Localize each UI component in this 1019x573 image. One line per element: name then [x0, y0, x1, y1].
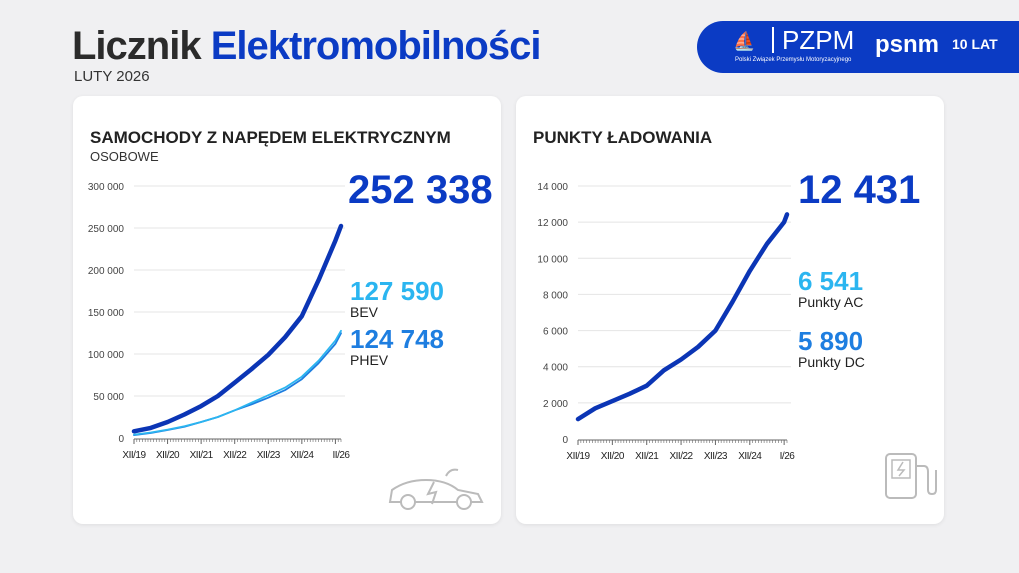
total-value: 12 431 [798, 168, 921, 212]
pzpm-emblem-icon: ⛵ [733, 31, 756, 51]
page-title: Licznik Elektromobilności [72, 24, 542, 69]
y-tick-label: 4 000 [543, 363, 568, 374]
x-tick-label: XII/23 [257, 450, 281, 461]
x-tick-label: XII/19 [122, 450, 146, 461]
y-tick-label: 250 000 [88, 224, 125, 235]
y-tick-label: 150 000 [88, 308, 125, 319]
bev-label: BEV [350, 304, 379, 320]
y-tick-label: 100 000 [88, 350, 125, 361]
y-tick-label: 50 000 [93, 392, 124, 403]
date-label: LUTY 2026 [74, 68, 150, 85]
dc-value: 5 890 [798, 326, 864, 356]
y-tick-label: 8 000 [543, 290, 568, 301]
title-highlight: Elektromobilności [210, 24, 542, 68]
charging-chart: 0 2 000 4 000 6 000 8 000 10 000 12 000 14 000 X… [537, 182, 796, 462]
y-tick-label: 12 000 [537, 218, 568, 229]
x-tick-label: XII/24 [738, 451, 762, 462]
ev-chart: 0 50 000 100 000 150 000 200 000 250 000 300 0… [88, 182, 351, 461]
psnm-logo: psnm [875, 31, 940, 58]
ac-label: Punkty AC [798, 294, 864, 310]
card-title: PUNKTY ŁADOWANIA [533, 128, 713, 147]
x-tick-label: I/26 [780, 451, 796, 462]
electric-car-icon [388, 468, 484, 510]
phev-label: PHEV [350, 352, 389, 368]
series-line-total [131, 223, 344, 434]
phev-value: 124 748 [350, 324, 444, 354]
logo-banner: ⛵ PZPM Polski Związek Przemysłu Motoryza… [697, 21, 1019, 73]
x-tick-label: XII/24 [290, 450, 314, 461]
x-tick-label: XII/20 [601, 451, 625, 462]
x-tick-label: XII/22 [669, 451, 693, 462]
title-part: Licznik [72, 24, 202, 68]
bev-value: 127 590 [350, 276, 444, 306]
anniversary-logo: 10 LAT [952, 36, 998, 52]
series-line-phev [133, 332, 342, 436]
y-tick-label: 10 000 [537, 254, 568, 265]
x-tick-label: II/26 [333, 450, 351, 461]
pzpm-subtitle: Polski Związek Przemysłu Motoryzacyjnego [735, 57, 852, 63]
x-tick-label: XII/21 [635, 451, 659, 462]
x-tick-label: XII/22 [223, 450, 247, 461]
card-title: SAMOCHODY Z NAPĘDEM ELEKTRYCZNYM [90, 128, 451, 147]
y-tick-label: 0 [562, 435, 568, 446]
y-tick-label: 2 000 [543, 399, 568, 410]
y-tick-label: 300 000 [88, 182, 125, 193]
card-subtitle: OSOBOWE [90, 149, 159, 164]
total-value: 252 338 [348, 168, 493, 212]
pzpm-logo: PZPM [772, 27, 854, 53]
charging-card: PUNKTY ŁADOWANIA 0 2 000 4 000 6 000 8 000 10… [516, 96, 944, 524]
y-tick-label: 0 [118, 434, 124, 445]
x-tick-label: XII/19 [566, 451, 590, 462]
series-line-bev [133, 329, 342, 436]
ac-value: 6 541 [798, 266, 864, 296]
series-line-total [575, 212, 790, 422]
ev-card: SAMOCHODY Z NAPĘDEM ELEKTRYCZNYM OSOBOWE… [73, 96, 501, 524]
charging-station-icon [885, 453, 937, 499]
x-tick-label: XII/23 [704, 451, 728, 462]
x-tick-label: XII/21 [190, 450, 214, 461]
dc-label: Punkty DC [798, 354, 865, 370]
y-tick-label: 6 000 [543, 327, 568, 338]
y-tick-label: 200 000 [88, 266, 125, 277]
y-tick-label: 14 000 [537, 182, 568, 193]
x-tick-label: XII/20 [156, 450, 180, 461]
